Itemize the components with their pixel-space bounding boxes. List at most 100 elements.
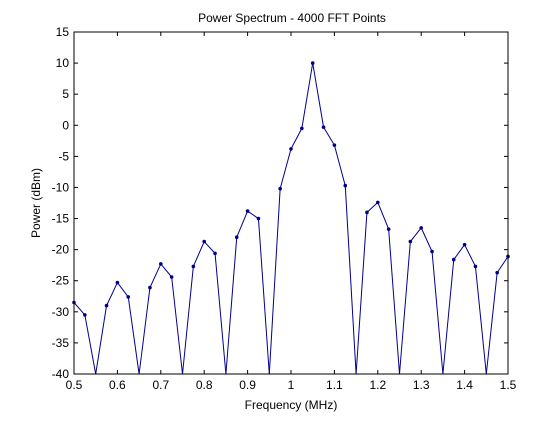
spectrum-data-point (83, 313, 87, 317)
spectrum-line-segment (95, 305, 108, 375)
spectrum-data-point (169, 275, 174, 279)
spectrum-line-segment (236, 210, 249, 238)
spectrum-line-segment (323, 126, 335, 146)
spectrum-data-point (234, 235, 239, 239)
spectrum-line-segment (344, 185, 357, 375)
spectrum-line-segment (496, 256, 509, 273)
spectrum-line-segment (106, 282, 118, 306)
x-tick-label: 0.5 (66, 378, 83, 392)
x-tick-label: 0.9 (239, 378, 256, 392)
y-tick-label: -5 (58, 149, 69, 163)
y-axis-label: Power (dBm) (29, 168, 43, 238)
spectrum-data-point (300, 126, 304, 131)
spectrum-data-point (245, 209, 250, 213)
x-tick-label: 0.7 (152, 378, 169, 392)
spectrum-line-segment (73, 302, 86, 316)
spectrum-line-segment (84, 314, 97, 375)
spectrum-data-point (408, 239, 413, 244)
spectrum-line-segment (474, 266, 487, 375)
spectrum-line-segment (214, 253, 227, 375)
y-tick-label: 0 (62, 118, 69, 132)
spectrum-line-segment (333, 145, 346, 186)
spectrum-line-segment (182, 266, 194, 375)
spectrum-line-segment (312, 63, 325, 128)
x-tick-label: 1.2 (369, 378, 386, 392)
y-axis-ticks: -40 -35 -30 -25 -20 -15 -10 -5 0 5 10 15 (52, 25, 508, 381)
spectrum-data-point (159, 262, 163, 266)
spectrum-data-point (115, 280, 120, 285)
spectrum-data-point (451, 257, 456, 262)
spectrum-data-point (473, 264, 478, 269)
spectrum-line-segment (203, 241, 216, 254)
spectrum-line-segment (149, 263, 162, 288)
spectrum-line-segment (453, 244, 466, 260)
y-tick-label: -15 (52, 212, 70, 226)
y-tick-label: -10 (52, 180, 70, 194)
spectrum-line-segment (485, 272, 498, 375)
spectrum-line-segment (171, 276, 183, 375)
spectrum-data-point (202, 239, 206, 244)
y-tick-label: -25 (52, 274, 70, 288)
spectrum-data-point (332, 143, 337, 147)
spectrum-data-point (191, 264, 196, 269)
spectrum-line-segment (127, 296, 140, 375)
spectrum-data-point (278, 186, 282, 191)
spectrum-line-segment (279, 148, 292, 189)
spectrum-line-segment (268, 188, 281, 375)
spectrum-line-segment (160, 263, 173, 278)
spectrum-data-point (148, 285, 152, 290)
y-tick-label: -20 (52, 243, 70, 257)
spectrum-data-point (126, 295, 131, 299)
spectrum-line-segment (225, 237, 238, 375)
spectrum-data-point (321, 125, 326, 129)
plot-frame (73, 31, 509, 375)
x-tick-label: 1.1 (326, 378, 343, 392)
spectrum-line-segment (257, 218, 270, 375)
spectrum-data-point (343, 183, 348, 188)
spectrum-data-point (430, 249, 434, 254)
spectrum-line-segment (420, 227, 433, 252)
spectrum-line-segment (192, 241, 205, 267)
spectrum-data-point (376, 200, 380, 205)
spectrum-data-point (462, 242, 467, 247)
spectrum-data-point (310, 61, 315, 65)
spectrum-line-segment (290, 128, 303, 150)
spectrum-line-segment (366, 202, 379, 213)
spectrum-data-point (213, 251, 217, 256)
x-tick-label: 1.4 (456, 378, 473, 392)
spectrum-data-point (386, 227, 391, 231)
y-tick-label: -30 (52, 305, 70, 319)
x-axis-ticks: 0.5 0.6 0.7 0.8 0.9 1 1.1 1.2 1.3 1.4 1.5 (66, 32, 517, 392)
spectrum-line-segment (355, 212, 368, 375)
plot-area (72, 61, 510, 375)
spectrum-data-point (104, 303, 109, 308)
spectrum-data-point (365, 210, 369, 215)
y-tick-label: 5 (62, 87, 69, 101)
spectrum-line-segment (388, 229, 400, 375)
x-tick-label: 1 (288, 378, 295, 392)
y-tick-label: -35 (52, 336, 70, 350)
x-tick-label: 1.5 (500, 378, 517, 392)
y-tick-label: 15 (56, 25, 70, 39)
spectrum-line-segment (247, 210, 259, 219)
x-axis-label: Frequency (MHz) (245, 398, 338, 412)
spectrum-data-point (289, 147, 293, 151)
spectrum-line-segment (409, 227, 422, 242)
spectrum-line-segment (464, 244, 476, 267)
spectrum-data-point (256, 216, 261, 221)
spectrum-line-segment (431, 251, 444, 375)
y-tick-label: -40 (52, 367, 70, 381)
y-tick-label: 10 (56, 56, 70, 70)
spectrum-line-segment (442, 259, 455, 375)
spectrum-data-point (495, 270, 499, 275)
spectrum-line-segment (301, 63, 314, 129)
x-tick-label: 1.3 (413, 378, 430, 392)
spectrum-line-segment (399, 241, 411, 375)
spectrum-data-point (419, 226, 424, 230)
spectrum-line-segment (117, 282, 129, 298)
spectrum-line-segment (138, 287, 151, 375)
x-tick-label: 0.6 (109, 378, 126, 392)
x-tick-label: 0.8 (196, 378, 213, 392)
